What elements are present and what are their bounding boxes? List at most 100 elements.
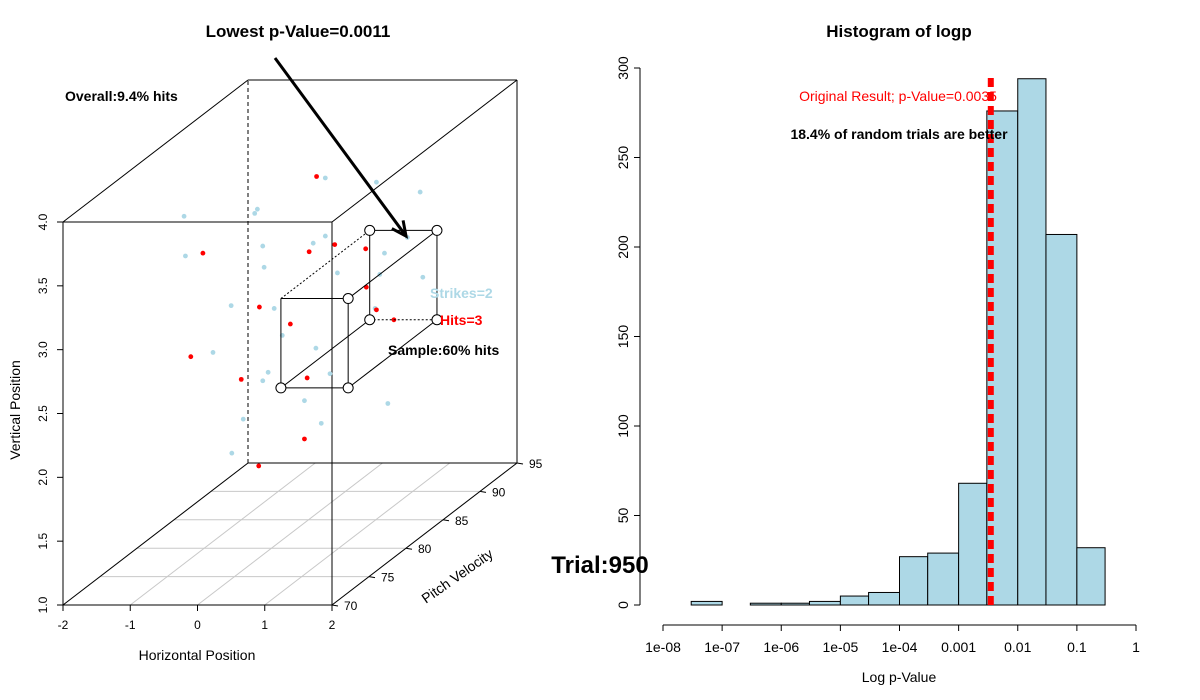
histogram-x-tick-label: 1e-04 <box>882 639 918 655</box>
z-tick-label: 70 <box>344 599 358 613</box>
histogram-y-tick-label: 200 <box>615 235 631 259</box>
z-tick <box>368 576 376 579</box>
hit-point <box>304 375 310 381</box>
histogram-bar <box>839 595 870 606</box>
sample-box <box>275 224 443 394</box>
z-tick <box>405 547 413 550</box>
histogram-x-tick-label: 1 <box>1132 639 1140 655</box>
scatter3d-points <box>181 174 426 469</box>
histogram-title: Histogram of logp <box>826 22 971 41</box>
original-result-label: Original Result; p-Value=0.0035 <box>799 88 997 104</box>
strike-point <box>271 306 277 311</box>
histogram-y-tick-label: 100 <box>615 414 631 438</box>
better-trials-label: 18.4% of random trials are better <box>790 126 1008 142</box>
z-tick <box>479 490 487 493</box>
y-axis-label: Vertical Position <box>7 360 23 460</box>
hit-point <box>256 463 262 469</box>
z-tick <box>442 519 450 522</box>
strike-point <box>228 303 234 309</box>
sample-box-vertex <box>431 314 443 326</box>
z-tick-label: 75 <box>381 571 395 585</box>
sample-box-vertex <box>342 293 354 305</box>
hit-point <box>200 250 206 256</box>
y-tick-label: 3.5 <box>36 277 50 294</box>
histogram-bar <box>958 482 988 606</box>
hit-point <box>188 354 194 360</box>
x-axis-label: Horizontal Position <box>139 647 256 663</box>
z-tick <box>516 462 524 465</box>
strike-point <box>183 253 188 259</box>
strike-point <box>385 401 391 406</box>
sample-box-vertex <box>364 224 376 236</box>
hit-point <box>287 321 293 327</box>
strike-point <box>322 233 328 239</box>
histogram-x-tick-label: 1e-07 <box>704 639 740 655</box>
histogram-bar <box>749 602 782 606</box>
strike-point <box>210 350 216 355</box>
strike-point <box>322 175 328 181</box>
histogram-y-tick-label: 300 <box>615 56 631 80</box>
histogram-bar <box>927 552 960 606</box>
sample-box-vertex <box>275 382 287 394</box>
strike-point <box>261 264 267 270</box>
box-edge <box>62 462 249 606</box>
strike-point <box>318 420 324 426</box>
histogram-bars <box>690 78 1106 606</box>
histogram-x-tick-label: 1e-08 <box>645 639 681 655</box>
histogram-x-tick-label: 0.01 <box>1004 639 1031 655</box>
strike-point <box>313 345 319 351</box>
floor-grid-line <box>129 462 316 606</box>
hits-count-label: Hits=3 <box>440 312 483 328</box>
strike-point <box>382 250 387 256</box>
strike-point <box>260 243 266 249</box>
z-tick-label: 80 <box>418 542 432 556</box>
arrow-pointer <box>273 57 409 239</box>
strike-point <box>335 270 340 276</box>
sample-box-vertex <box>342 382 354 394</box>
histogram-y-tick-label: 250 <box>615 146 631 170</box>
histogram-y-tick-label: 0 <box>615 601 631 609</box>
floor-grid-line <box>264 462 451 606</box>
trial-counter: Trial:950 <box>551 552 648 579</box>
y-tick-label: 1.0 <box>36 596 50 613</box>
x-tick-label: -2 <box>58 618 69 632</box>
arrow-head <box>391 220 409 239</box>
histogram-bar <box>1017 78 1047 606</box>
hit-point <box>332 242 338 248</box>
hit-point <box>238 376 244 382</box>
histogram-bar <box>1076 547 1106 606</box>
hit-point <box>363 246 369 252</box>
z-tick-label: 85 <box>455 514 469 528</box>
y-tick-label: 1.5 <box>36 533 50 550</box>
x-tick-label: -1 <box>125 618 136 632</box>
sample-box-vertex <box>364 314 376 326</box>
box-edge <box>331 462 518 606</box>
strike-point <box>417 189 423 195</box>
x-tick-label: 1 <box>261 618 268 632</box>
x-tick-label: 2 <box>329 618 336 632</box>
z-tick <box>331 604 339 607</box>
strike-point <box>310 240 316 246</box>
histogram-bar <box>780 602 810 606</box>
strike-point <box>327 371 333 377</box>
sample-box-edge <box>280 229 371 299</box>
strike-point <box>265 369 271 375</box>
box-edge <box>62 79 249 223</box>
histogram-panel: Histogram of logp 1e-08 1e-07 1e-06 1e-05 1e… <box>615 22 1140 685</box>
y-tick-label: 2.5 <box>36 405 50 422</box>
histogram-bar <box>868 591 900 606</box>
sample-box-vertex <box>431 224 443 236</box>
hit-point <box>306 249 312 255</box>
z-tick-label: 90 <box>492 485 506 499</box>
histogram-axes: 1e-08 1e-07 1e-06 1e-05 1e-04 0.001 0.01 0.1 1 0 5… <box>615 56 1140 655</box>
scatter3d-title: Lowest p-Value=0.0011 <box>206 22 391 41</box>
x-tick-label: 0 <box>194 618 201 632</box>
overall-hits-label: Overall:9.4% hits <box>65 88 178 104</box>
y-tick-label: 3.0 <box>36 341 50 358</box>
sample-box-edge <box>347 319 438 389</box>
strike-point <box>181 213 187 219</box>
hit-point <box>257 304 262 310</box>
histogram-x-tick-label: 0.1 <box>1067 639 1087 655</box>
z-tick-label: 95 <box>529 457 543 471</box>
